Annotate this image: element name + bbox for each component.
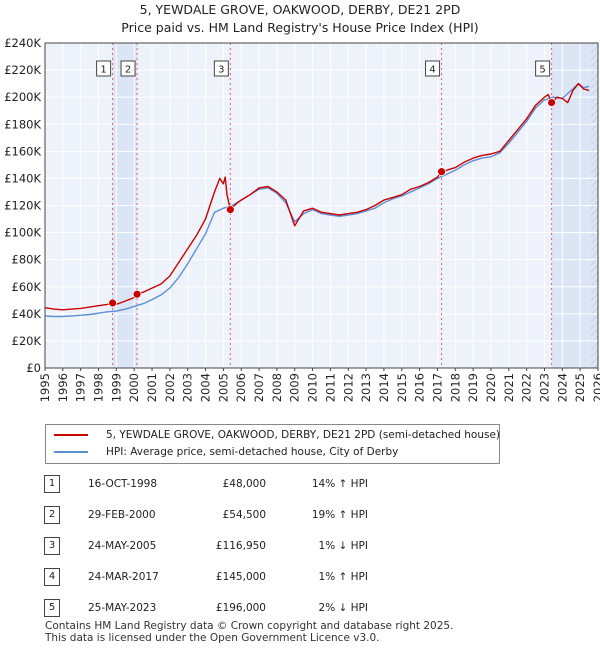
sale-label-box [120, 60, 136, 77]
sale-label: 1 [100, 65, 106, 76]
legend: 5, YEWDALE GROVE, OAKWOOD, DERBY, DE21 2… [45, 424, 500, 464]
sale-price: £54,500 [222, 509, 266, 521]
y-tick-label: £20K [12, 334, 42, 348]
sale-number-badge: 2 [44, 506, 60, 524]
sale-label-box [96, 60, 112, 77]
footer: Contains HM Land Registry data © Crown c… [45, 620, 453, 644]
sale-number-badge: 4 [44, 568, 60, 586]
x-tick-label: 2012 [341, 373, 355, 402]
sale-row: 4 24-MAR-2017 £145,000 1% ↑ HPI [0, 568, 600, 586]
sale-point [547, 98, 557, 107]
legend-label-property: 5, YEWDALE GROVE, OAKWOOD, DERBY, DE21 2… [106, 429, 501, 441]
x-tick-label: 2022 [520, 373, 534, 402]
y-tick-label: £160K [4, 144, 41, 158]
sale-price: £145,000 [215, 571, 266, 583]
y-tick-label: £240K [4, 36, 41, 50]
x-tick-label: 2003 [181, 373, 195, 402]
sale-label: 2 [125, 65, 131, 76]
x-tick-label: 2018 [448, 373, 462, 402]
x-tick-label: 2005 [216, 373, 230, 402]
x-tick-label: 2026 [591, 373, 600, 402]
x-tick-label: 2006 [234, 373, 248, 402]
sale-number-badge: 1 [44, 475, 60, 493]
sale-row: 5 25-MAY-2023 £196,000 2% ↓ HPI [0, 599, 600, 617]
x-tick-label: 2007 [252, 373, 266, 402]
sale-number-badge: 5 [44, 599, 60, 617]
sale-label: 5 [539, 65, 545, 76]
legend-swatch-property [54, 434, 88, 436]
sale-price: £48,000 [222, 478, 266, 490]
y-tick-label: £80K [12, 253, 42, 267]
sale-hpi-diff: 19% ↑ HPI [311, 509, 368, 521]
x-tick-label: 2008 [270, 373, 284, 402]
sale-price: £196,000 [215, 602, 266, 614]
x-tick-label: 2004 [199, 373, 213, 402]
sale-hpi-diff: 1% ↓ HPI [318, 540, 368, 552]
chart-subtitle: Price paid vs. HM Land Registry's House … [121, 20, 479, 35]
sale-date: 29-FEB-2000 [88, 509, 156, 521]
sale-row: 3 24-MAY-2005 £116,950 1% ↓ HPI [0, 537, 600, 555]
sale-label: 4 [429, 65, 435, 76]
sale-hpi-diff: 2% ↓ HPI [318, 602, 368, 614]
sale-date: 25-MAY-2023 [88, 602, 157, 614]
sale-label: 3 [218, 65, 224, 76]
sale-date: 24-MAR-2017 [88, 571, 159, 583]
sale-number-badge: 3 [44, 537, 60, 555]
footer-copyright: Contains HM Land Registry data © Crown c… [45, 620, 454, 632]
x-tick-label: 2011 [323, 373, 337, 402]
plot-frame [44, 42, 599, 369]
y-tick-label: £100K [4, 226, 41, 240]
x-tick-label: 2013 [359, 373, 373, 402]
sale-label-box [213, 60, 229, 77]
legend-label-hpi: HPI: Average price, semi-detached house,… [106, 446, 399, 458]
price-chart: 1 2 3 4 5 £0 £20K £40K £60K £80K £100K £120K £140K £… [4, 36, 600, 402]
y-tick-label: £60K [12, 280, 42, 294]
x-tick-label: 1995 [38, 373, 52, 402]
x-tick-label: 2020 [484, 373, 498, 402]
sale-point [225, 205, 235, 215]
x-tick-label: 2009 [288, 373, 302, 402]
sale-point [132, 289, 142, 299]
x-tick-label: 1996 [56, 373, 70, 402]
sale-price: £116,950 [215, 540, 266, 552]
sale-row: 1 16-OCT-1998 £48,000 14% ↑ HPI [0, 475, 600, 493]
x-tick-label: 2023 [537, 373, 551, 402]
chart-title: 5, YEWDALE GROVE, OAKWOOD, DERBY, DE21 2… [139, 2, 461, 17]
y-tick-label: £140K [4, 171, 41, 185]
x-tick-label: 1999 [109, 373, 123, 402]
x-tick-label: 2016 [413, 373, 427, 402]
legend-swatch-hpi [54, 451, 88, 453]
x-tick-label: 1997 [74, 373, 88, 402]
y-tick-label: £220K [4, 63, 41, 77]
y-tick-label: £0 [26, 361, 41, 375]
sale-hpi-diff: 1% ↑ HPI [318, 571, 368, 583]
x-tick-label: 2025 [573, 373, 587, 402]
series-line [44, 82, 590, 318]
sale-label-box [425, 60, 441, 77]
sale-row: 2 29-FEB-2000 £54,500 19% ↑ HPI [0, 506, 600, 524]
y-tick-label: £40K [12, 307, 42, 321]
footer-license: This data is licensed under the Open Gov… [45, 632, 380, 644]
x-tick-label: 2002 [163, 373, 177, 402]
x-tick-label: 2010 [306, 373, 320, 402]
x-tick-label: 2001 [145, 373, 159, 402]
x-tick-label: 2021 [502, 373, 516, 402]
x-tick-label: 2017 [430, 373, 444, 402]
sale-point [108, 298, 118, 308]
sale-date: 24-MAY-2005 [88, 540, 157, 552]
y-tick-label: £200K [4, 90, 41, 104]
x-tick-label: 2000 [127, 373, 141, 402]
x-tick-label: 2014 [377, 373, 391, 402]
x-tick-label: 2024 [555, 373, 569, 402]
x-tick-label: 1998 [92, 373, 106, 402]
sale-point [437, 167, 446, 177]
sale-hpi-diff: 14% ↑ HPI [311, 478, 368, 490]
y-tick-label: £180K [4, 117, 41, 131]
sale-date: 16-OCT-1998 [88, 478, 157, 490]
x-tick-label: 2015 [395, 373, 409, 402]
sale-label-box [535, 60, 551, 77]
y-tick-label: £120K [4, 199, 41, 213]
x-tick-label: 2019 [466, 373, 480, 402]
